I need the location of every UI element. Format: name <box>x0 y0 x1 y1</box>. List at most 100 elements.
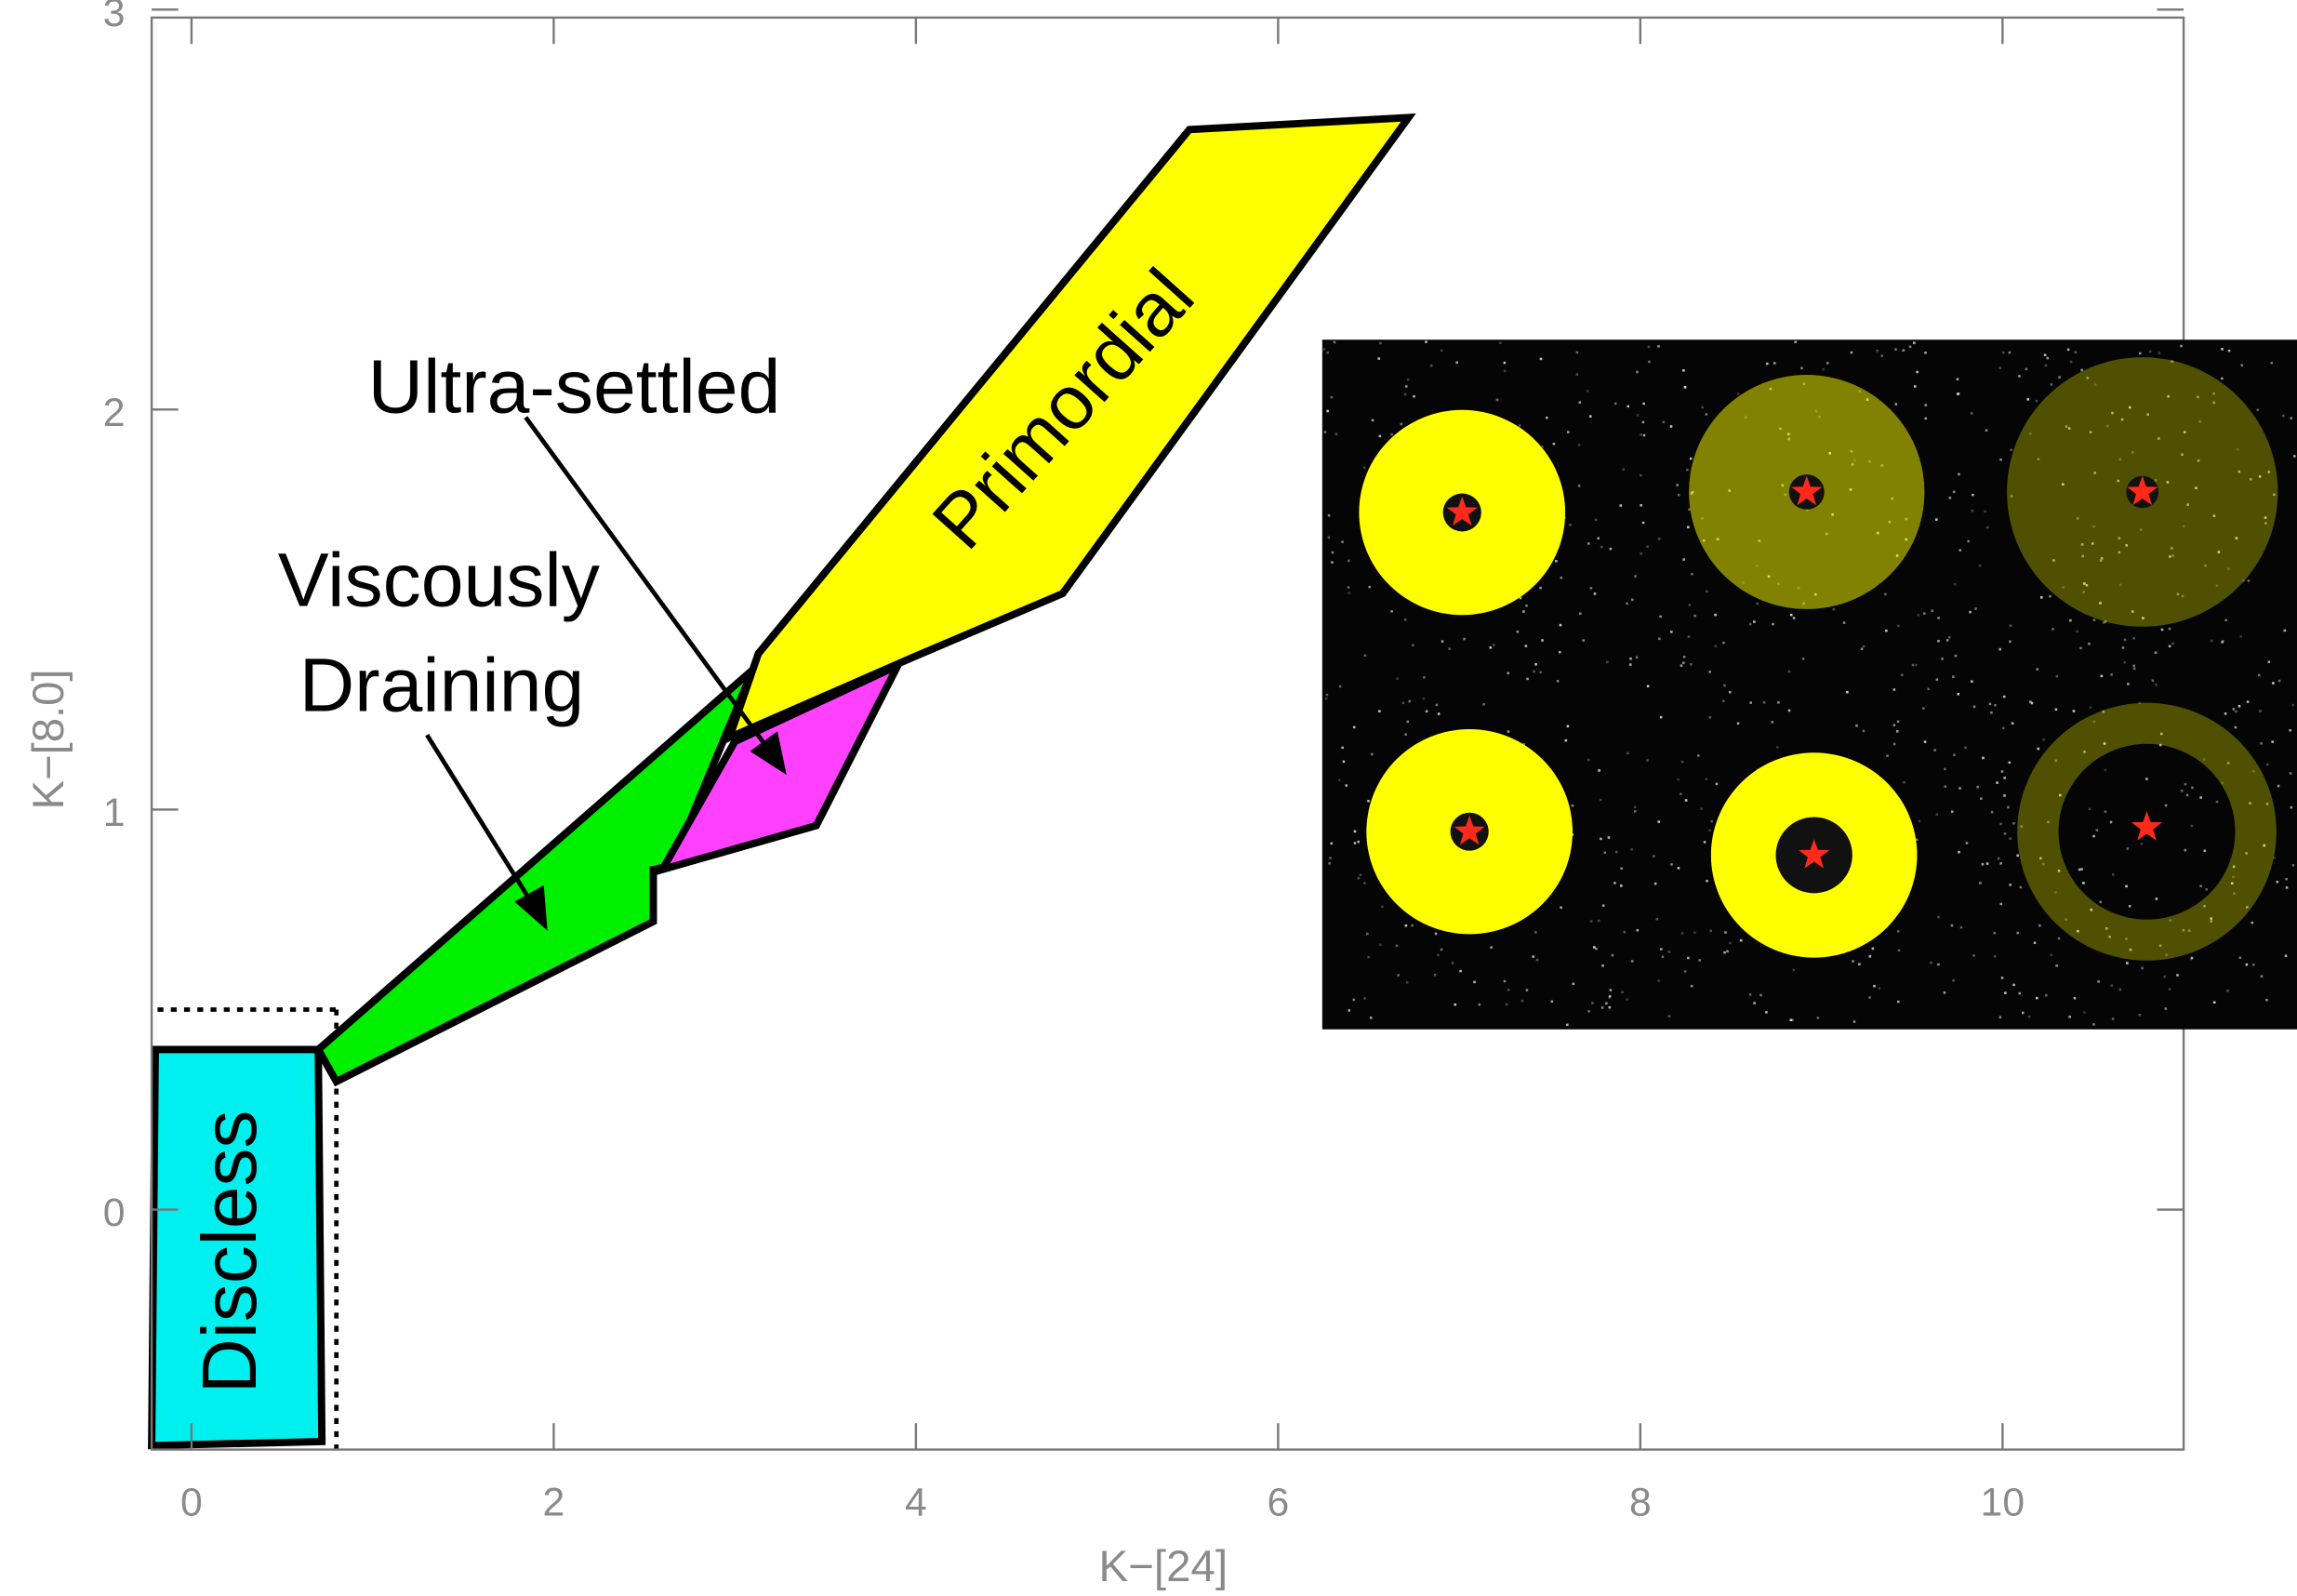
noise-dot <box>1601 1006 1604 1009</box>
noise-dot <box>2139 352 2142 355</box>
noise-dot <box>1676 484 1679 486</box>
noise-dot <box>2149 351 2152 353</box>
noise-dot <box>1958 851 1960 854</box>
noise-dot <box>1595 948 1598 951</box>
noise-dot <box>2036 997 2038 1000</box>
noise-dot <box>1379 435 1382 438</box>
x-axis-label: K−[24] <box>1099 1542 1228 1591</box>
noise-dot <box>1379 342 1382 345</box>
noise-dot <box>1525 645 1528 647</box>
noise-dot <box>2093 618 2096 621</box>
noise-dot <box>1684 970 1687 973</box>
noise-dot <box>2051 954 2053 957</box>
noise-dot <box>1843 621 1846 624</box>
noise-dot <box>1612 954 1614 957</box>
noise-dot <box>2088 643 2091 645</box>
y-tick-label: 1 <box>103 791 126 835</box>
noise-dot <box>1726 951 1729 953</box>
noise-dot <box>1708 829 1711 831</box>
noise-dot <box>1620 868 1623 871</box>
noise-dot <box>1642 403 1645 406</box>
noise-dot <box>2018 992 2021 995</box>
noise-dot <box>2235 726 2237 729</box>
noise-dot <box>1390 610 1393 613</box>
noise-dot <box>1861 648 1864 651</box>
noise-dot <box>1951 810 1954 813</box>
x-tick-label: 4 <box>905 1481 927 1525</box>
noise-dot <box>1637 414 1640 417</box>
noise-dot <box>1753 620 1756 623</box>
noise-dot <box>1924 418 1927 420</box>
noise-dot <box>2092 1023 2095 1026</box>
noise-dot <box>2129 905 2131 908</box>
noise-dot <box>1954 583 1957 586</box>
noise-dot <box>1587 1010 1590 1013</box>
noise-dot <box>2002 727 2005 730</box>
noise-dot <box>1960 926 1963 929</box>
noise-dot <box>1893 743 1896 746</box>
noise-dot <box>1343 761 1346 764</box>
noise-dot <box>1345 784 1348 787</box>
noise-dot <box>2145 778 2148 780</box>
noise-dot <box>1598 769 1600 772</box>
x-tick-label: 8 <box>1629 1481 1652 1525</box>
noise-dot <box>1640 474 1642 477</box>
noise-dot <box>1566 1024 1569 1027</box>
noise-dot <box>1897 1001 1900 1004</box>
noise-dot <box>1693 615 1696 618</box>
noise-dot <box>1525 605 1528 607</box>
noise-dot <box>2003 777 2006 779</box>
noise-dot <box>1423 698 1426 700</box>
noise-dot <box>2171 643 2174 645</box>
noise-dot <box>1986 526 1989 529</box>
noise-dot <box>1504 370 1507 373</box>
noise-dot <box>1605 1003 1608 1005</box>
noise-dot <box>1490 646 1493 649</box>
noise-dot <box>1437 954 1440 957</box>
noise-dot <box>1357 841 1360 844</box>
noise-dot <box>1358 877 1361 880</box>
noise-dot <box>1642 421 1645 424</box>
noise-dot <box>1370 1017 1373 1019</box>
noise-dot <box>2127 847 2130 850</box>
noise-dot <box>1341 747 1344 750</box>
noise-dot <box>1326 694 1329 697</box>
noise-dot <box>2074 997 2077 1000</box>
noise-dot <box>2213 1001 2216 1004</box>
noise-dot <box>1989 703 1992 706</box>
noise-dot <box>2261 976 2264 978</box>
noise-dot <box>1540 358 1543 361</box>
noise-dot <box>2018 375 2021 378</box>
noise-dot <box>1916 371 1919 374</box>
noise-dot <box>1704 841 1706 844</box>
noise-dot <box>2040 596 2043 599</box>
noise-dot <box>1640 433 1642 436</box>
noise-dot <box>2101 675 2104 678</box>
noise-dot <box>2180 345 2183 348</box>
noise-dot <box>1626 752 1629 755</box>
noise-dot <box>1898 950 1901 952</box>
page: {"chart_data": { "type": "region", "x_la… <box>0 0 2297 1596</box>
noise-dot <box>1957 378 1959 380</box>
noise-dot <box>2290 417 2292 419</box>
noise-dot <box>1353 999 1356 1002</box>
noise-dot <box>2290 772 2292 775</box>
noise-dot <box>1405 385 1408 388</box>
noise-dot <box>1931 610 1933 613</box>
noise-dot <box>1999 1016 2002 1018</box>
noise-dot <box>2285 955 2288 958</box>
arrow-line <box>427 735 533 905</box>
noise-dot <box>1435 933 1438 936</box>
noise-dot <box>2125 885 2128 888</box>
noise-dot <box>1397 974 1400 977</box>
noise-dot <box>1999 823 2002 826</box>
noise-dot <box>1853 1020 1856 1023</box>
noise-dot <box>2238 705 2241 708</box>
noise-dot <box>1323 348 1326 351</box>
noise-dot <box>1788 671 1791 673</box>
noise-dot <box>1958 473 1960 476</box>
noise-dot <box>2111 984 2114 987</box>
noise-dot <box>2165 1007 2168 1010</box>
noise-dot <box>1396 677 1399 680</box>
x-tick-label: 6 <box>1267 1481 1289 1525</box>
